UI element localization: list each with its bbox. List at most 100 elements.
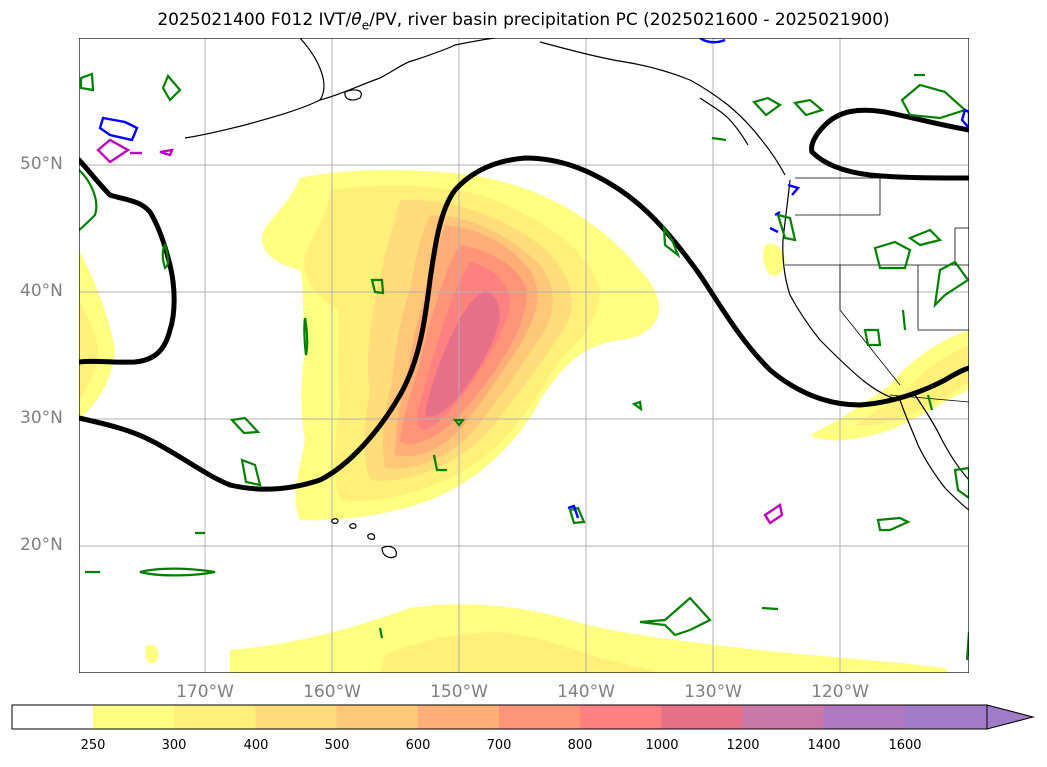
alaska-coastline bbox=[299, 38, 496, 101]
green-contour-5 bbox=[370, 278, 385, 295]
hawaii-big-island bbox=[381, 545, 397, 559]
magenta-contours bbox=[96, 138, 784, 525]
colorbar-segment bbox=[12, 705, 94, 729]
green-contour-6 bbox=[303, 317, 309, 356]
colorbar-label-400: 400 bbox=[243, 738, 269, 753]
colorbar-label-700: 700 bbox=[486, 738, 512, 753]
green-contour-25 bbox=[863, 328, 882, 347]
colorbar-label-600: 600 bbox=[405, 738, 431, 753]
title-prefix: 2025021400 F012 IVT/ bbox=[157, 10, 352, 30]
lon-label-160w: 160°W bbox=[303, 682, 361, 702]
green-contour-9 bbox=[452, 418, 466, 427]
blue-contour-3 bbox=[769, 210, 781, 234]
green-contour-7 bbox=[229, 416, 261, 435]
blue-contours bbox=[98, 38, 969, 519]
pv-trough-contour bbox=[79, 155, 969, 492]
title-suffix: /PV, river basin precipitation PC (20250… bbox=[369, 10, 890, 30]
green-contour-16 bbox=[639, 596, 712, 637]
title-theta: θ bbox=[351, 10, 362, 30]
green-contour-10 bbox=[432, 454, 447, 472]
pv-northeast-contour bbox=[809, 107, 969, 181]
lon-label-120w: 120°W bbox=[811, 682, 869, 702]
ivt-east bbox=[810, 330, 969, 441]
green-contour-8 bbox=[240, 458, 262, 487]
hawaii-maui bbox=[367, 533, 376, 540]
green-contour-15 bbox=[662, 224, 681, 259]
green-contour-27 bbox=[876, 516, 911, 532]
ivt-south-blob bbox=[145, 644, 159, 664]
green-contour-4 bbox=[161, 242, 170, 270]
colorbar-segment bbox=[580, 705, 662, 729]
colorbar-segment bbox=[742, 705, 825, 729]
colorbar-label-300: 300 bbox=[161, 738, 187, 753]
magenta-contour-1 bbox=[96, 138, 131, 164]
colorbar-segment bbox=[417, 705, 500, 729]
green-contour-17 bbox=[761, 606, 779, 611]
colorbar-segment bbox=[823, 705, 906, 729]
bc-islands bbox=[699, 97, 749, 146]
green-contour-23 bbox=[907, 228, 943, 247]
green-contour-22 bbox=[873, 240, 912, 270]
colorbar-frame bbox=[11, 704, 988, 730]
green-contour-14 bbox=[631, 400, 643, 412]
colorbar-segment bbox=[661, 705, 744, 729]
pv-contours bbox=[79, 107, 969, 492]
colorbar-segment bbox=[174, 705, 256, 729]
green-contour-19 bbox=[792, 98, 825, 117]
ivt-east-inner bbox=[855, 345, 969, 426]
hawaii-oahu bbox=[349, 523, 357, 529]
magenta-contour-2 bbox=[159, 148, 174, 157]
alaska-peninsula bbox=[184, 99, 321, 139]
coastlines bbox=[184, 38, 969, 559]
lon-label-140w: 140°W bbox=[557, 682, 615, 702]
green-contour-2 bbox=[161, 73, 182, 102]
colorbar-segment bbox=[905, 705, 987, 729]
lon-label-150w: 150°W bbox=[430, 682, 488, 702]
colorbar-label-1000: 1000 bbox=[645, 738, 679, 753]
gulf-of-alaska-coast bbox=[539, 41, 786, 176]
green-contour-29 bbox=[926, 394, 934, 411]
green-contour-11 bbox=[139, 567, 216, 577]
green-contour-30 bbox=[711, 136, 727, 142]
ivt-south-inner bbox=[380, 632, 660, 673]
colorbar-label-1600: 1600 bbox=[888, 738, 922, 753]
green-contour-21 bbox=[776, 213, 797, 242]
lat-label-30n: 30°N bbox=[20, 408, 63, 428]
colorbar-extend-arrow bbox=[986, 704, 1035, 730]
green-contour-3 bbox=[79, 169, 98, 231]
lon-label-170w: 170°W bbox=[176, 682, 234, 702]
map-plot-area bbox=[79, 38, 969, 673]
colorbar-label-1400: 1400 bbox=[807, 738, 841, 753]
colorbar-label-800: 800 bbox=[567, 738, 593, 753]
hawaii-kauai bbox=[331, 518, 339, 524]
blue-contour-5 bbox=[960, 108, 969, 130]
colorbar-segment bbox=[93, 705, 175, 729]
lon-label-130w: 130°W bbox=[684, 682, 742, 702]
blue-contour-6 bbox=[567, 504, 580, 519]
colorbar-label-1200: 1200 bbox=[726, 738, 760, 753]
colorbar-segment bbox=[255, 705, 338, 729]
green-contour-31 bbox=[378, 627, 384, 639]
blue-contour-1 bbox=[98, 116, 139, 142]
green-contour-18 bbox=[751, 96, 783, 117]
ivt-1000-region bbox=[425, 290, 500, 417]
colorbar-label-500: 500 bbox=[324, 738, 350, 753]
ivt-coast-blob bbox=[763, 243, 785, 276]
lat-label-50n: 50°N bbox=[20, 154, 63, 174]
title-theta-sub: e bbox=[361, 18, 370, 33]
colorbar bbox=[12, 705, 987, 729]
magenta-contour-4 bbox=[763, 503, 784, 525]
green-contour-24 bbox=[933, 260, 969, 309]
colorbar-label-250: 250 bbox=[80, 738, 106, 753]
state-border-ca-nv-diag bbox=[839, 309, 901, 386]
green-contour-26 bbox=[901, 309, 907, 331]
blue-contour-4 bbox=[787, 183, 801, 196]
pv-west-contour bbox=[79, 157, 177, 365]
map-title: 2025021400 F012 IVT/θe/PV, river basin p… bbox=[0, 10, 1047, 32]
graticule bbox=[79, 38, 969, 673]
kodiak-island bbox=[344, 89, 362, 101]
colorbar-segment bbox=[336, 705, 419, 729]
lat-label-40n: 40°N bbox=[20, 281, 63, 301]
lat-label-20n: 20°N bbox=[20, 535, 63, 555]
